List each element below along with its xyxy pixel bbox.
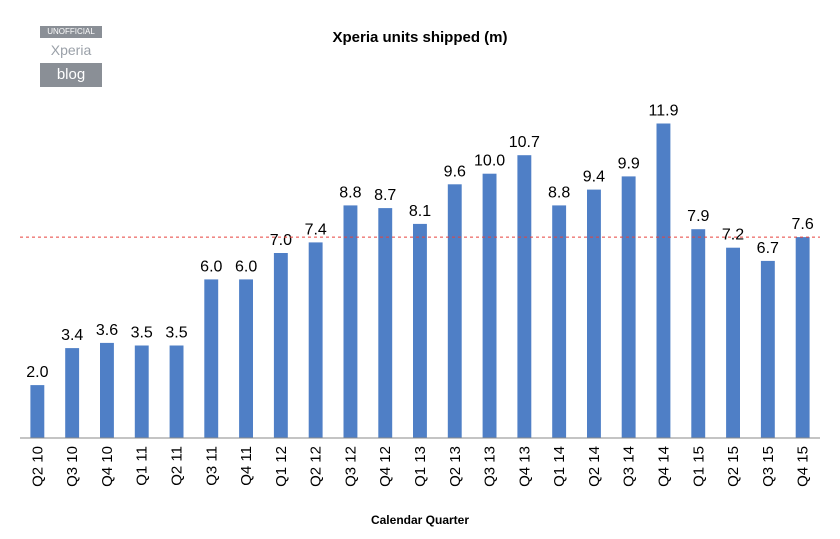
bar-21 <box>760 260 775 438</box>
x-tick-label-6: Q4 11 <box>238 446 255 486</box>
bar-17 <box>621 176 636 438</box>
data-label-21: 6.7 <box>757 240 779 257</box>
bar-11 <box>413 223 427 438</box>
data-label-11: 8.1 <box>409 203 431 220</box>
x-tick-label-13: Q3 13 <box>482 446 499 487</box>
data-label-19: 7.9 <box>687 208 709 225</box>
x-tick-label-18: Q4 14 <box>656 446 673 487</box>
x-tick-label-20: Q2 15 <box>725 446 742 487</box>
data-label-22: 7.6 <box>791 216 813 233</box>
data-label-15: 8.8 <box>548 184 570 201</box>
bar-2 <box>100 342 114 438</box>
bar-12 <box>447 184 462 438</box>
bar-15 <box>552 205 567 438</box>
logo-unofficial-label: UNOFFICIAL <box>40 26 102 38</box>
bar-18 <box>656 123 671 438</box>
x-tick-label-2: Q4 10 <box>99 446 116 487</box>
data-label-18: 11.9 <box>649 103 679 120</box>
x-tick-label-11: Q1 13 <box>412 446 429 487</box>
x-tick-label-21: Q3 15 <box>760 446 777 487</box>
bar-9 <box>343 205 358 438</box>
bar-19 <box>691 229 706 438</box>
x-tick-label-10: Q4 12 <box>377 446 394 487</box>
x-tick-label-17: Q3 14 <box>621 446 638 487</box>
bar-3 <box>134 345 149 438</box>
x-tick-label-1: Q3 10 <box>64 446 81 487</box>
data-label-9: 8.8 <box>339 184 361 201</box>
bar-5 <box>204 279 219 438</box>
bar-1 <box>65 348 80 438</box>
bar-0 <box>30 385 45 438</box>
data-label-3: 3.5 <box>131 325 153 342</box>
x-tick-label-5: Q3 11 <box>203 446 220 486</box>
data-label-4: 3.5 <box>165 325 187 342</box>
logo-blog-label: blog <box>40 63 102 87</box>
bar-8 <box>308 242 323 438</box>
bar-22 <box>795 237 810 438</box>
data-label-7: 7.0 <box>270 232 292 249</box>
data-labels-group: 2.0 3.4 3.6 3.5 3.5 6.0 6.0 7.0 7.4 8.8 8.7 8.1 9.6 1… <box>26 103 814 382</box>
data-label-10: 8.7 <box>374 187 396 204</box>
bar-7 <box>273 253 288 438</box>
x-tick-label-8: Q2 12 <box>308 446 325 487</box>
bar-6 <box>239 279 253 438</box>
x-tick-label-12: Q2 13 <box>447 446 464 487</box>
data-label-20: 7.2 <box>722 227 744 244</box>
bar-4 <box>169 345 184 438</box>
data-label-0: 2.0 <box>26 364 48 381</box>
data-label-5: 6.0 <box>200 258 222 275</box>
bar-13 <box>482 173 497 438</box>
bar-20 <box>726 247 740 438</box>
bars-group <box>30 123 810 438</box>
x-tick-label-15: Q1 14 <box>551 446 568 487</box>
x-tick-label-9: Q3 12 <box>342 446 359 487</box>
data-label-2: 3.6 <box>96 322 118 339</box>
bar-14 <box>517 155 532 438</box>
logo-xperia-label: Xperia <box>50 42 92 58</box>
data-label-1: 3.4 <box>61 327 83 344</box>
data-label-12: 9.6 <box>444 163 466 180</box>
x-tick-label-3: Q1 11 <box>134 446 151 486</box>
x-tick-label-16: Q2 14 <box>586 446 603 487</box>
data-label-16: 9.4 <box>583 169 605 186</box>
data-label-6: 6.0 <box>235 258 257 275</box>
bar-16 <box>587 189 601 438</box>
data-label-8: 7.4 <box>305 221 327 238</box>
data-label-17: 9.9 <box>618 155 640 172</box>
x-tick-label-14: Q4 13 <box>516 446 533 487</box>
x-tick-label-7: Q1 12 <box>273 446 290 487</box>
bar-10 <box>378 208 393 438</box>
data-label-13: 10.0 <box>474 153 505 170</box>
x-axis-label: Calendar Quarter <box>371 513 469 527</box>
x-tick-label-0: Q2 10 <box>29 446 46 487</box>
x-tick-label-22: Q4 15 <box>795 446 812 487</box>
data-label-14: 10.7 <box>509 134 540 151</box>
chart-title: Xperia units shipped (m) <box>332 29 507 46</box>
x-tick-labels-group: Q2 10 Q3 10 Q4 10 Q1 11 Q2 11 Q3 11 Q4 11 Q1 12… <box>29 446 811 487</box>
x-tick-label-19: Q1 15 <box>690 446 707 487</box>
x-tick-label-4: Q2 11 <box>169 446 186 486</box>
